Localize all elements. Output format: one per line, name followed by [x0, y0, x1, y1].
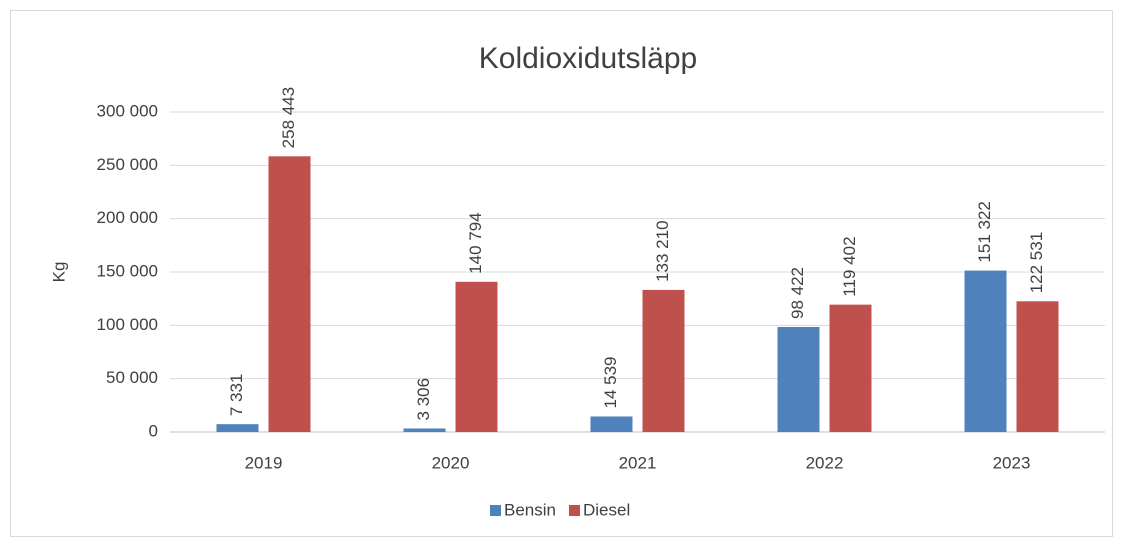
y-tick-label: 250 000	[97, 155, 158, 174]
y-tick-label: 0	[149, 421, 158, 440]
chart-border	[10, 10, 1113, 537]
data-label: 122 531	[1027, 232, 1046, 293]
bar	[829, 304, 872, 432]
legend-swatch	[568, 505, 580, 516]
x-tick-label: 2019	[245, 453, 283, 472]
data-label: 14 539	[601, 356, 620, 408]
data-label: 119 402	[840, 236, 859, 296]
data-label: 258 443	[279, 87, 298, 148]
x-tick-label: 2023	[993, 453, 1031, 472]
legend-label: Diesel	[583, 500, 630, 519]
bar	[455, 281, 498, 432]
data-label: 133 210	[653, 220, 672, 281]
chart-title: Koldioxidutsläpp	[479, 42, 697, 75]
y-tick-label: 150 000	[97, 261, 158, 280]
legend-label: Bensin	[504, 500, 556, 519]
y-tick-label: 300 000	[97, 101, 158, 120]
bar	[216, 424, 259, 432]
bar	[1016, 301, 1059, 432]
data-label: 140 794	[466, 212, 485, 273]
data-label: 7 331	[227, 374, 246, 417]
y-tick-label: 50 000	[106, 368, 158, 387]
data-label: 151 322	[975, 201, 994, 262]
y-axis-label: Kg	[49, 262, 68, 283]
legend-swatch	[490, 505, 501, 516]
x-tick-label: 2020	[432, 453, 470, 472]
bar	[964, 270, 1007, 432]
bar	[590, 416, 633, 432]
bar	[777, 327, 820, 432]
data-label: 98 422	[788, 267, 807, 319]
y-tick-label: 100 000	[97, 315, 158, 334]
bar	[642, 289, 685, 432]
y-tick-label: 200 000	[97, 208, 158, 227]
x-tick-label: 2021	[619, 453, 657, 472]
x-tick-label: 2022	[806, 453, 844, 472]
data-label: 3 306	[414, 378, 433, 421]
bar	[268, 156, 311, 433]
bar	[403, 428, 446, 432]
